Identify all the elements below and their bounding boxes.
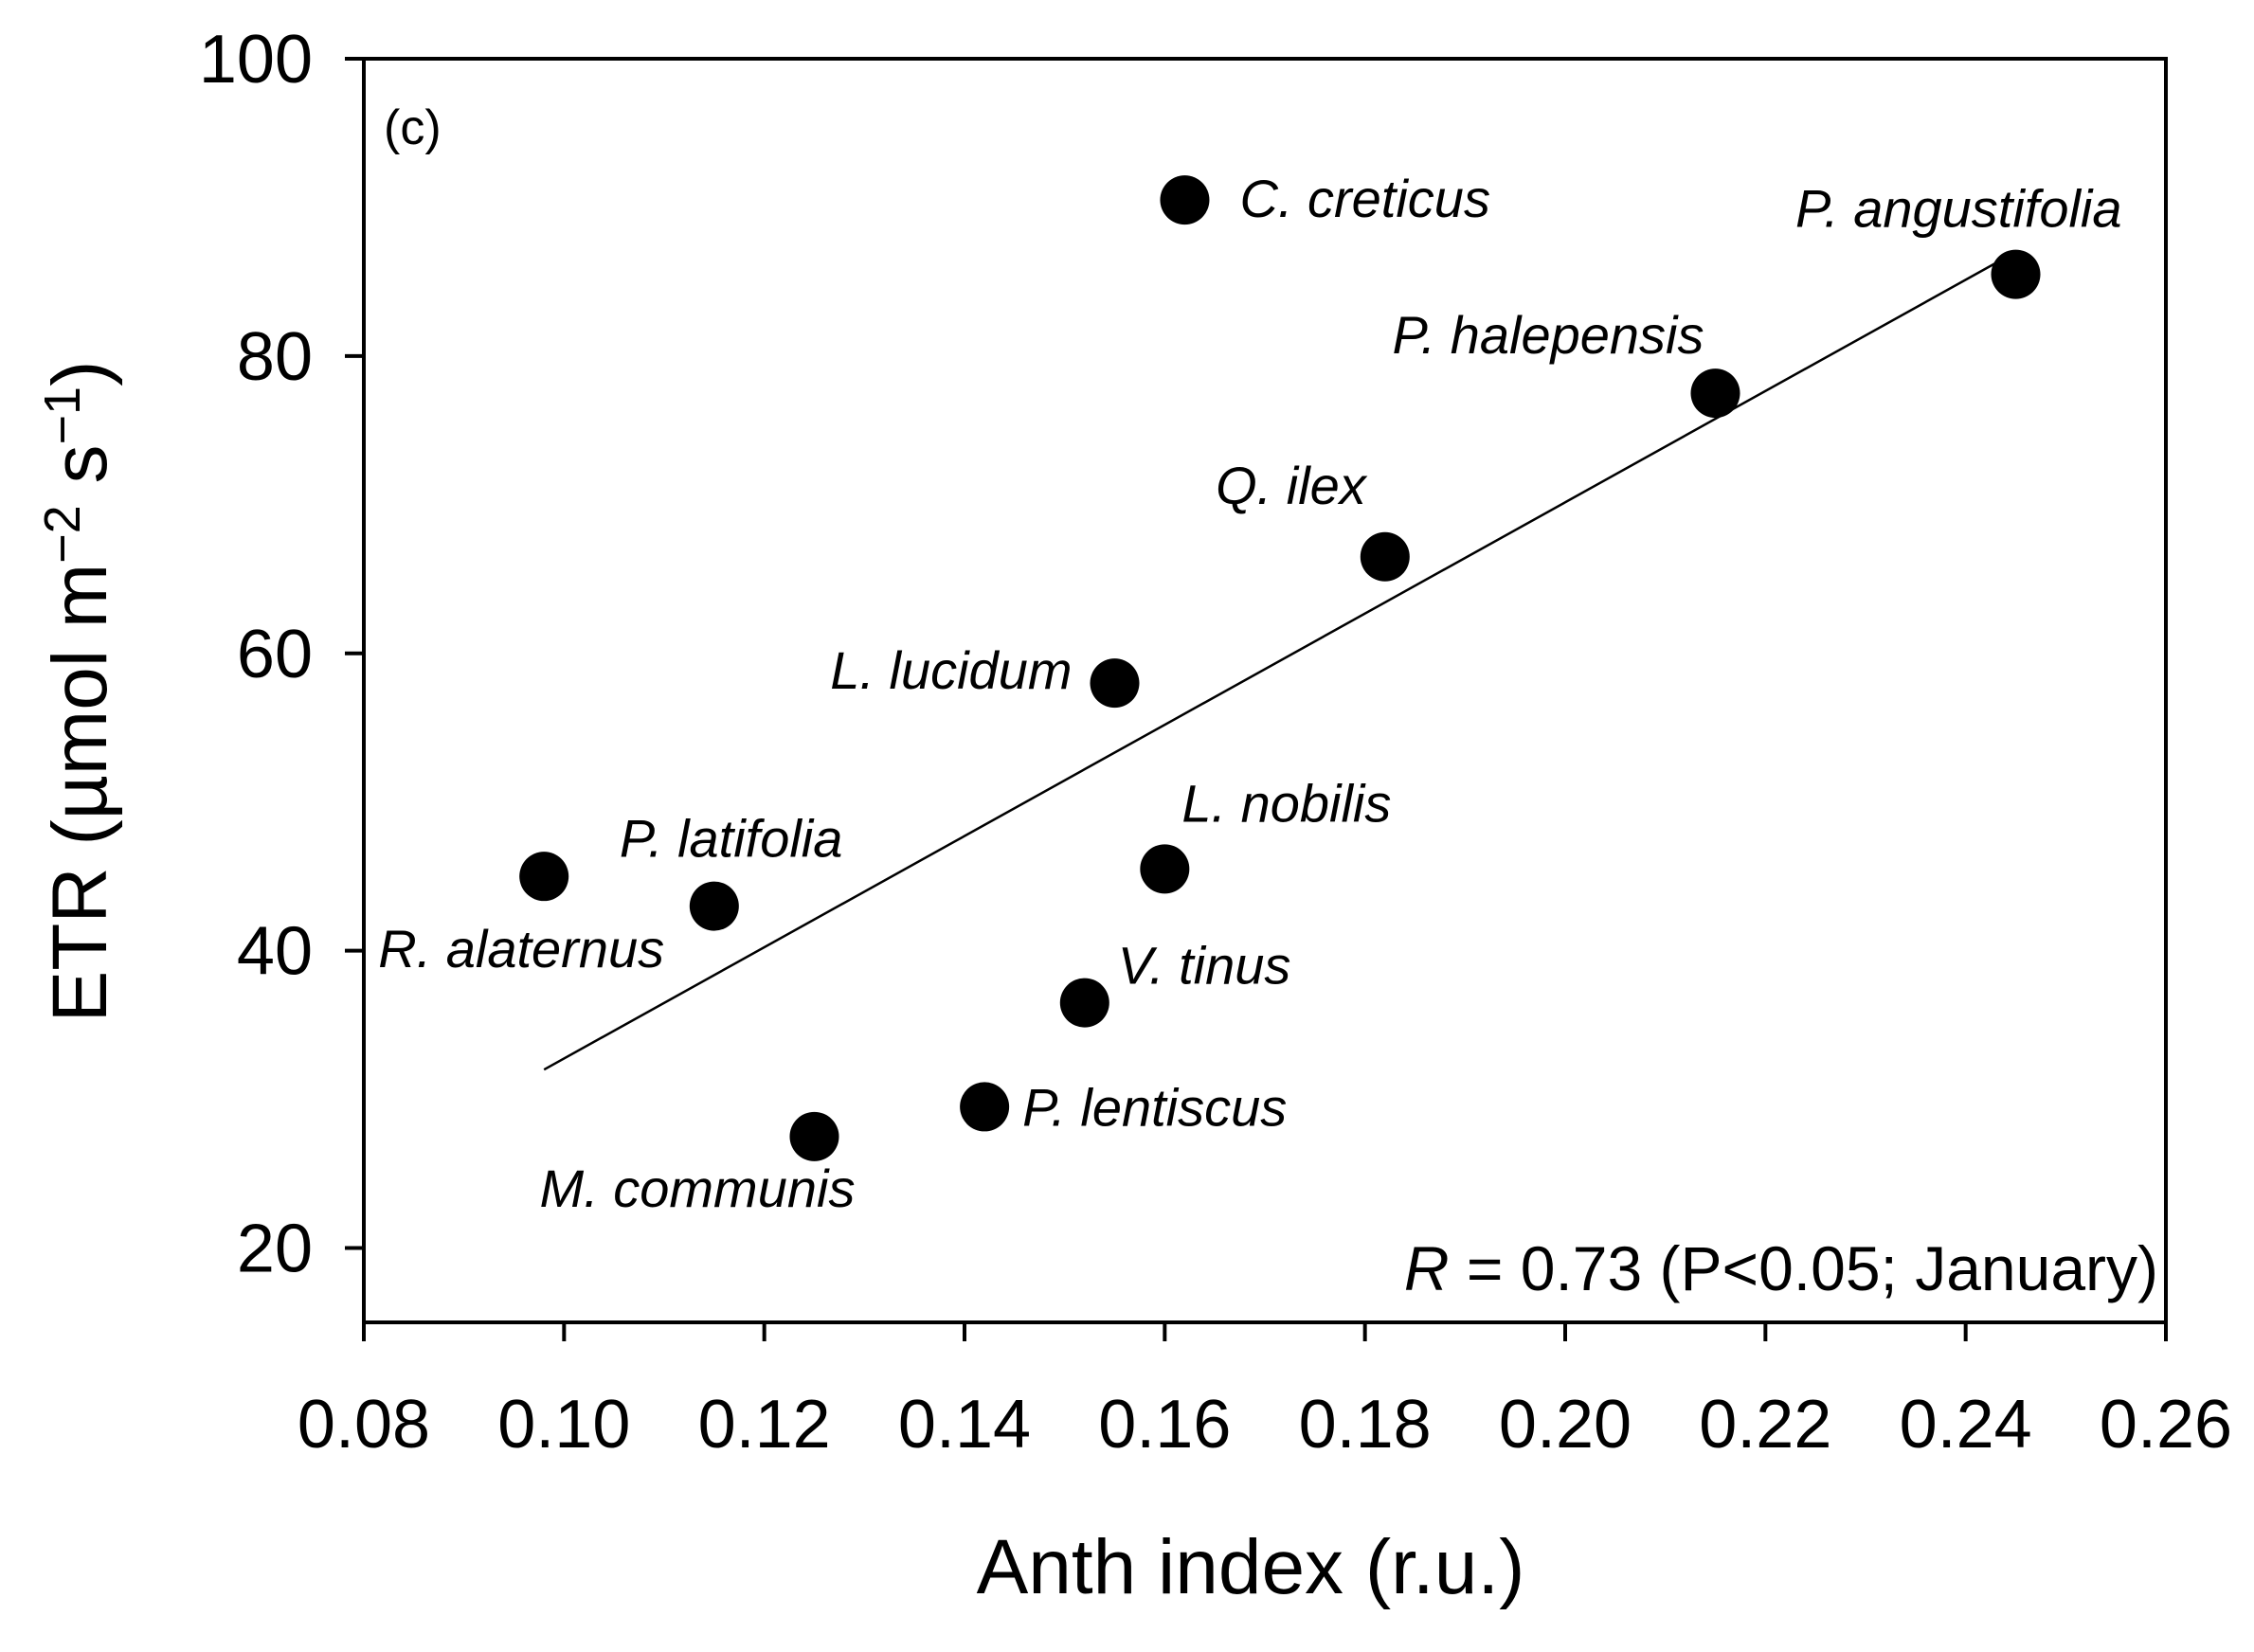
point-label: M. communis [540,1158,856,1218]
data-point [1140,844,1190,894]
x-tick-label: 0.24 [1900,1387,2032,1463]
tick-labels: 0.08 0.10 0.12 0.14 0.16 0.18 0.20 0.22 0.24 0.26… [199,22,2232,1463]
y-tick-label: 80 [237,319,313,395]
point-label: L. lucidum [830,640,1072,700]
point-labels: C. creticus P. angustifolia P. halepensis Q… [378,169,2121,1218]
x-tick-label: 0.26 [2100,1387,2232,1463]
point-label: P. lentiscus [1022,1077,1287,1137]
x-tick-label: 0.16 [1098,1387,1231,1463]
data-point [689,881,739,931]
x-tick-label: 0.22 [1699,1387,1831,1463]
data-point [1991,249,2041,299]
panel-label: (c) [384,100,442,155]
y-title-mid: s [37,444,123,505]
data-point [789,1111,839,1161]
x-tick-label: 0.10 [497,1387,630,1463]
data-point [1059,978,1109,1028]
r-symbol: R [1404,1233,1450,1303]
point-label: P. angustifolia [1795,179,2122,239]
data-point [1360,531,1410,582]
point-label: R. alaternus [378,919,664,979]
x-tick-label: 0.18 [1299,1387,1432,1463]
point-label: C. creticus [1239,169,1490,228]
point-label: P. halepensis [1393,305,1704,365]
data-point [519,852,569,902]
y-tick-label: 20 [237,1212,313,1287]
point-label: P. latifolia [620,809,843,869]
x-tick-label: 0.12 [698,1387,831,1463]
x-tick-label: 0.14 [898,1387,1031,1463]
tick-marks [345,57,2168,1341]
x-axis-title: Anth index (r.u.) [977,1524,1525,1610]
x-tick-label: 0.08 [298,1387,430,1463]
y-tick-label: 60 [237,617,313,692]
point-label: L. nobilis [1181,773,1391,833]
point-label: Q. ilex [1216,456,1368,515]
data-points [519,175,2041,1161]
y-title-sup2: −1 [34,386,91,445]
y-tick-label: 40 [237,914,313,990]
point-label: V. tinus [1118,936,1291,996]
data-point [960,1082,1010,1132]
y-title-end: ) [37,361,123,386]
data-point [1160,175,1210,225]
plot-frame [362,57,2168,1324]
fit-line-group [543,250,2017,1071]
y-title-main: ETR (µmol m [37,564,123,1023]
y-axis-title: ETR (µmol m−2 s−1) [34,361,123,1023]
correlation-annotation: R = 0.73 (P<0.05; January) [1404,1233,2158,1303]
x-tick-label: 0.20 [1499,1387,1632,1463]
regression-line [543,250,2017,1071]
y-tick-label: 100 [199,22,313,98]
data-point [1690,368,1740,419]
data-point [1090,658,1140,709]
y-title-sup1: −2 [34,505,91,564]
correlation-text: = 0.73 (P<0.05; January) [1450,1233,2158,1303]
